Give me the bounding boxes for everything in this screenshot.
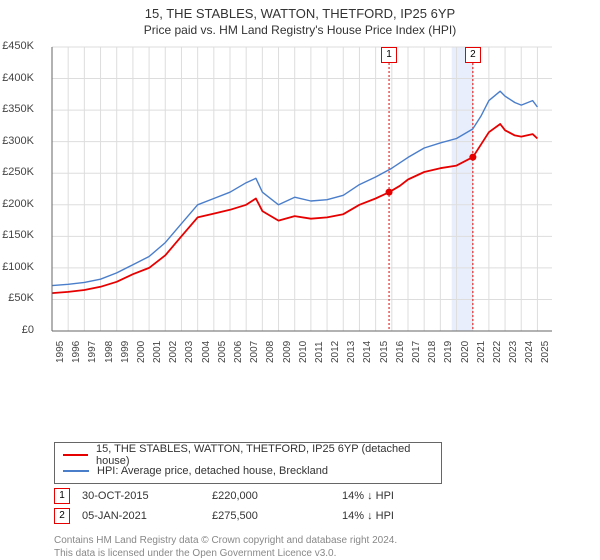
x-tick-label: 2006	[233, 341, 244, 363]
sale-row-marker: 1	[54, 488, 70, 504]
sale-row-marker: 2	[54, 508, 70, 524]
x-tick-label: 1995	[55, 341, 66, 363]
x-tick-label: 2023	[508, 341, 519, 363]
footer-attribution: Contains HM Land Registry data © Crown c…	[54, 534, 397, 560]
chart-container: 15, THE STABLES, WATTON, THETFORD, IP25 …	[0, 0, 600, 560]
x-tick-label: 1997	[87, 341, 98, 363]
x-tick-label: 1999	[120, 341, 131, 363]
sale-marker-flag: 2	[465, 47, 481, 63]
x-tick-label: 2020	[460, 341, 471, 363]
legend-label: 15, THE STABLES, WATTON, THETFORD, IP25 …	[96, 443, 433, 467]
x-tick-label: 2008	[265, 341, 276, 363]
y-tick-label: £250K	[0, 166, 34, 178]
y-tick-label: £100K	[0, 261, 34, 273]
footer-line2: This data is licensed under the Open Gov…	[54, 548, 336, 559]
x-tick-label: 2014	[362, 341, 373, 363]
x-tick-label: 2019	[443, 341, 454, 363]
x-tick-label: 2003	[184, 341, 195, 363]
x-tick-label: 2000	[136, 341, 147, 363]
y-tick-label: £450K	[0, 40, 34, 52]
chart-title: 15, THE STABLES, WATTON, THETFORD, IP25 …	[0, 0, 600, 21]
y-tick-label: £50K	[0, 292, 34, 304]
footer-line1: Contains HM Land Registry data © Crown c…	[54, 535, 397, 546]
sale-row: 1 30-OCT-2015£220,00014% ↓ HPI	[54, 488, 554, 504]
x-tick-label: 2007	[249, 341, 260, 363]
y-tick-label: £400K	[0, 72, 34, 84]
y-tick-label: £150K	[0, 229, 34, 241]
legend-swatch	[63, 454, 88, 456]
x-tick-label: 2022	[492, 341, 503, 363]
sale-row: 2 05-JAN-2021£275,50014% ↓ HPI	[54, 508, 554, 524]
x-tick-label: 2005	[217, 341, 228, 363]
x-tick-label: 2009	[282, 341, 293, 363]
x-tick-label: 2017	[411, 341, 422, 363]
sale-marker-flag: 1	[381, 47, 397, 63]
sale-price: £220,000	[212, 490, 342, 502]
legend-swatch	[63, 470, 89, 472]
legend-row: 15, THE STABLES, WATTON, THETFORD, IP25 …	[63, 447, 433, 463]
sale-date: 30-OCT-2015	[82, 490, 212, 502]
sale-delta: 14% ↓ HPI	[342, 510, 472, 522]
x-tick-label: 2025	[540, 341, 551, 363]
legend-label: HPI: Average price, detached house, Brec…	[97, 465, 328, 477]
x-tick-label: 2004	[201, 341, 212, 363]
chart-subtitle: Price paid vs. HM Land Registry's House …	[0, 21, 600, 41]
x-tick-label: 2010	[298, 341, 309, 363]
x-tick-label: 2024	[524, 341, 535, 363]
x-tick-label: 2013	[346, 341, 357, 363]
sale-delta: 14% ↓ HPI	[342, 490, 472, 502]
chart-area: £0£50K£100K£150K£200K£250K£300K£350K£400…	[38, 41, 598, 401]
x-tick-label: 2015	[379, 341, 390, 363]
y-tick-label: £200K	[0, 198, 34, 210]
x-tick-label: 2018	[427, 341, 438, 363]
y-tick-label: £0	[0, 324, 34, 336]
line-chart-svg	[38, 41, 558, 361]
x-tick-label: 2001	[152, 341, 163, 363]
sale-price: £275,500	[212, 510, 342, 522]
x-tick-label: 2016	[395, 341, 406, 363]
x-tick-label: 2011	[314, 341, 325, 363]
x-tick-label: 1998	[104, 341, 115, 363]
x-tick-label: 1996	[71, 341, 82, 363]
x-tick-label: 2021	[476, 341, 487, 363]
legend: 15, THE STABLES, WATTON, THETFORD, IP25 …	[54, 442, 442, 484]
x-tick-label: 2002	[168, 341, 179, 363]
y-tick-label: £350K	[0, 103, 34, 115]
y-tick-label: £300K	[0, 135, 34, 147]
sale-date: 05-JAN-2021	[82, 510, 212, 522]
x-tick-label: 2012	[330, 341, 341, 363]
